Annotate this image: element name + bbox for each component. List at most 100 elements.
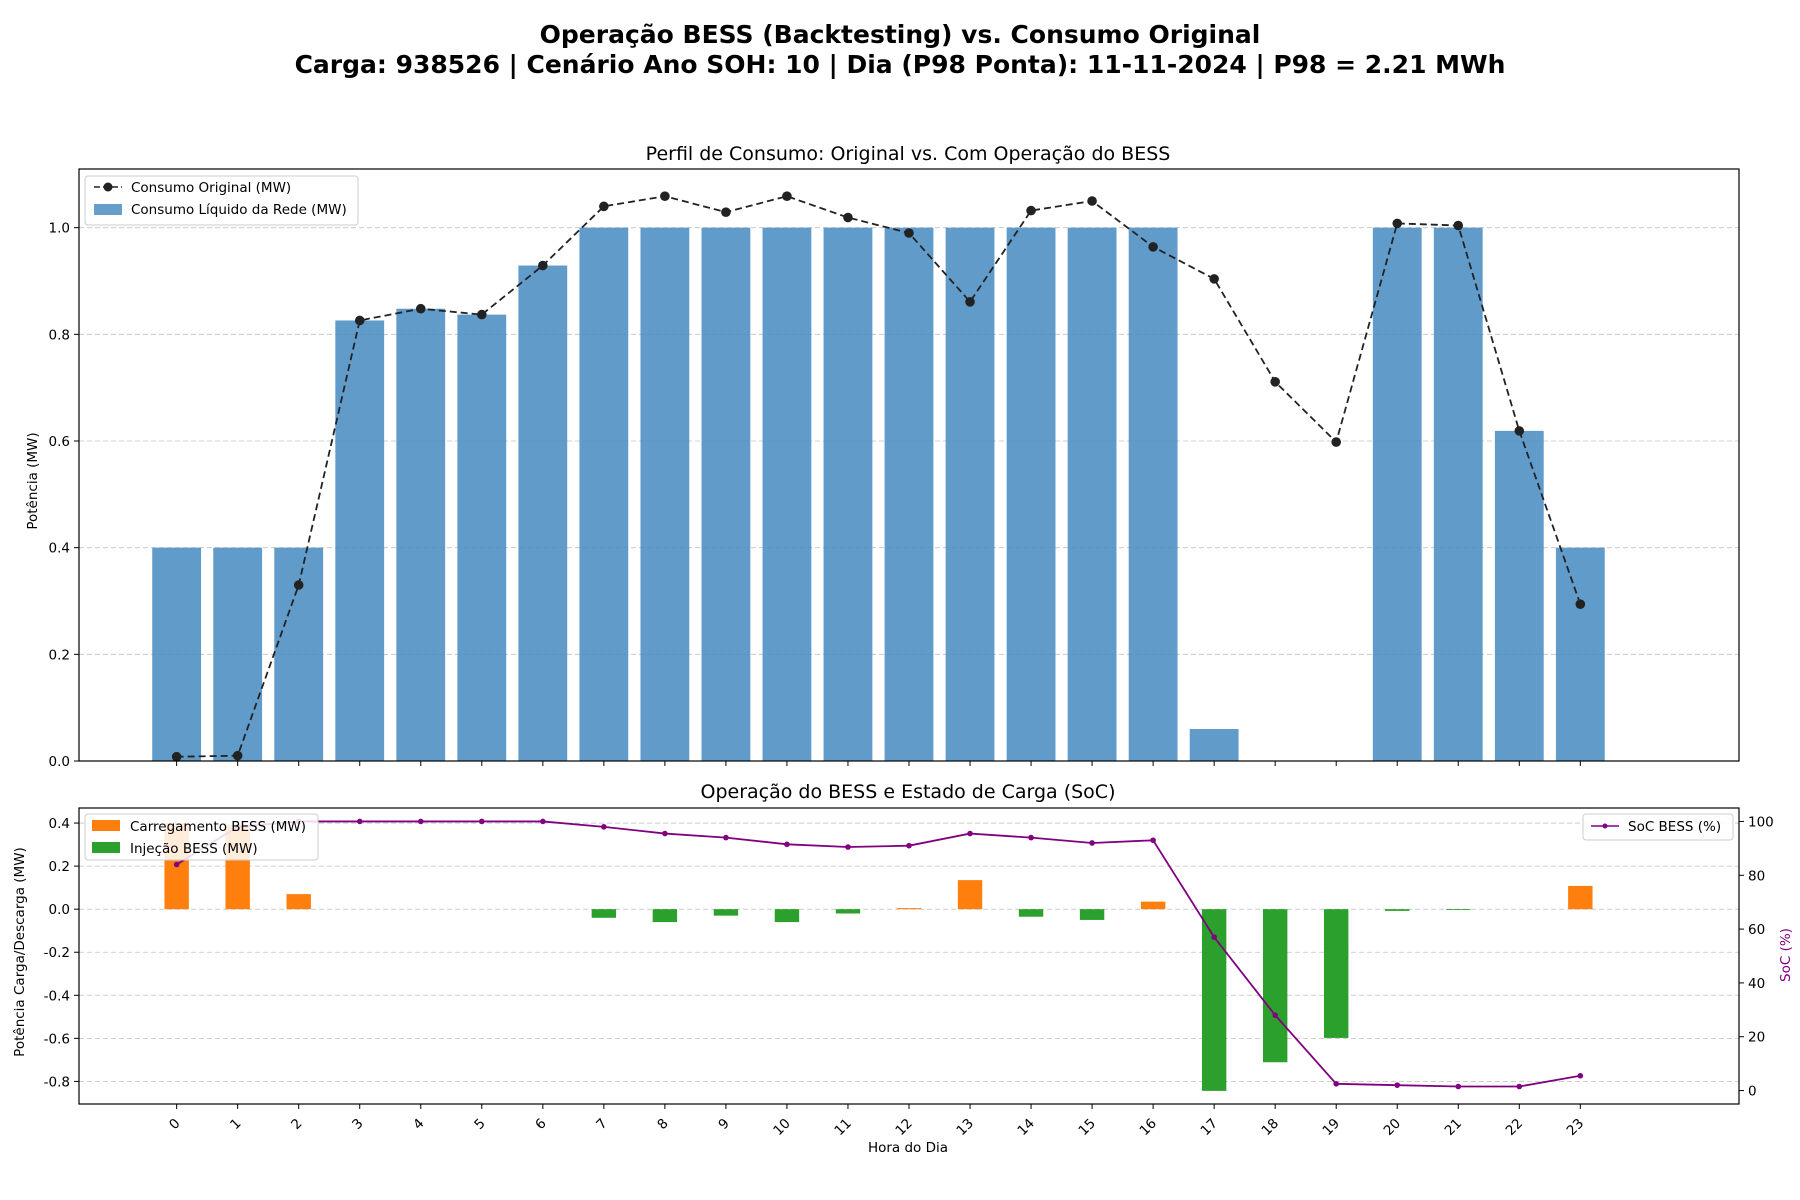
original-consumption-point xyxy=(354,315,365,326)
hour-x-axis-label: Hora do Dia xyxy=(868,1140,948,1156)
charge-bar xyxy=(286,894,311,910)
soc-tick-label: 0 xyxy=(1748,1084,1757,1100)
consumption-y-axis-label: Potência (MW) xyxy=(25,432,41,529)
discharge-bar xyxy=(591,909,617,918)
soc-point xyxy=(662,830,668,837)
net-consumption-bar xyxy=(945,227,995,761)
net-consumption-bar xyxy=(1372,227,1422,761)
y-tick-label: -0.2 xyxy=(44,945,70,961)
original-consumption-point xyxy=(538,260,548,271)
discharge-bar xyxy=(835,909,861,914)
legend-discharge-label: Injeção BESS (MW) xyxy=(130,841,258,857)
original-consumption-point xyxy=(1331,437,1342,447)
net-consumption-bar xyxy=(274,547,324,761)
consumption-legend-box xyxy=(84,175,359,226)
net-consumption-bar xyxy=(884,227,934,761)
original-consumption-point xyxy=(782,191,792,201)
soc-point xyxy=(540,818,546,825)
discharge-bar xyxy=(652,909,678,923)
net-consumption-bar xyxy=(640,227,690,761)
original-consumption-point xyxy=(1209,274,1219,284)
legend-soc-label: SoC BESS (%) xyxy=(1628,819,1721,835)
bess-gridlines xyxy=(79,822,1739,1082)
discharge-bar xyxy=(774,909,800,923)
original-consumption-point xyxy=(1026,205,1036,216)
net-consumption-bar xyxy=(823,227,873,761)
soc-y-axis-label: SoC (%) xyxy=(1778,928,1794,982)
soc-point xyxy=(1333,1081,1340,1087)
original-consumption-point xyxy=(232,750,243,761)
consumption-chart: Perfil de Consumo: Original vs. Com Oper… xyxy=(25,143,1740,770)
soc-legend-box xyxy=(1582,813,1734,841)
consumption-y-ticks: 0.0 0.2 0.4 0.6 0.8 1.0 xyxy=(49,221,79,770)
original-consumption-point xyxy=(965,297,975,307)
legend-discharge-swatch xyxy=(92,842,120,853)
suptitle-line-2: Carga: 938526 | Cenário Ano SOH: 10 | Di… xyxy=(295,50,1506,79)
net-consumption-bar xyxy=(1494,430,1544,761)
charge-bar xyxy=(1568,885,1593,910)
y-tick-label: 1.0 xyxy=(49,221,70,237)
soc-point xyxy=(1394,1082,1401,1088)
net-consumption-bar xyxy=(579,227,629,761)
soc-point xyxy=(417,818,424,825)
soc-point xyxy=(906,842,912,849)
soc-point xyxy=(1028,834,1034,841)
charge-bar xyxy=(1140,901,1166,910)
net-consumption-bar xyxy=(1189,729,1239,761)
original-consumption-point xyxy=(843,212,853,223)
legend-soc-marker xyxy=(1602,823,1608,829)
soc-y-ticks: 0 20 40 60 80 100 xyxy=(1739,814,1774,1100)
original-consumption-point xyxy=(599,201,609,212)
bess-y-axis-label: Potência Carga/Descarga (MW) xyxy=(12,847,28,1057)
soc-line xyxy=(173,818,1584,1090)
soc-point xyxy=(1150,837,1156,844)
soc-tick-label: 80 xyxy=(1748,868,1765,884)
original-consumption-point xyxy=(904,228,914,238)
net-consumption-bar xyxy=(457,314,507,761)
soc-legend: SoC BESS (%) xyxy=(1582,813,1734,841)
soc-point xyxy=(784,841,790,848)
net-consumption-bar xyxy=(701,227,751,761)
original-consumption-line xyxy=(171,191,1586,762)
bess-chart-title: Operação do BESS e Estado de Carga (SoC) xyxy=(701,781,1116,803)
original-consumption-point xyxy=(1453,220,1464,231)
soc-tick-label: 20 xyxy=(1748,1030,1765,1046)
net-consumption-bar xyxy=(213,547,263,761)
y-tick-label: -0.8 xyxy=(44,1074,70,1090)
net-consumption-bars xyxy=(152,227,1605,761)
net-consumption-bar xyxy=(152,547,202,761)
discharge-bar xyxy=(1079,909,1105,920)
soc-point xyxy=(173,861,180,868)
original-consumption-polyline xyxy=(176,195,1582,758)
consumption-axes-frame xyxy=(78,168,1740,762)
y-tick-label: 0.4 xyxy=(49,541,70,557)
y-tick-label: 0.2 xyxy=(49,647,70,663)
net-consumption-bar xyxy=(1128,227,1178,761)
original-consumption-point xyxy=(415,303,426,314)
original-consumption-point xyxy=(171,751,182,762)
net-consumption-bar xyxy=(335,320,385,761)
legend-charge-swatch xyxy=(92,820,120,831)
net-consumption-bar xyxy=(1067,227,1117,761)
net-consumption-bar xyxy=(762,227,812,761)
soc-point xyxy=(601,824,607,830)
soc-point xyxy=(1089,840,1095,846)
net-consumption-bar xyxy=(1555,547,1605,761)
legend-charge-label: Carregamento BESS (MW) xyxy=(130,819,306,835)
soc-point xyxy=(1272,1012,1278,1018)
soc-point xyxy=(845,844,851,850)
y-tick-label: 0.2 xyxy=(49,859,70,875)
original-consumption-point xyxy=(293,580,304,590)
soc-point xyxy=(478,818,485,825)
original-consumption-point xyxy=(721,207,731,217)
legend-original-marker xyxy=(103,182,113,192)
soc-polyline xyxy=(176,820,1581,1088)
discharge-bar xyxy=(713,909,739,916)
soc-point xyxy=(1211,934,1217,940)
soc-tick-label: 40 xyxy=(1748,976,1765,992)
soc-point xyxy=(356,818,363,825)
soc-point xyxy=(967,830,973,837)
original-consumption-point xyxy=(1514,426,1525,436)
y-tick-label: 0.8 xyxy=(49,327,70,343)
y-tick-label: 0.4 xyxy=(49,816,70,832)
